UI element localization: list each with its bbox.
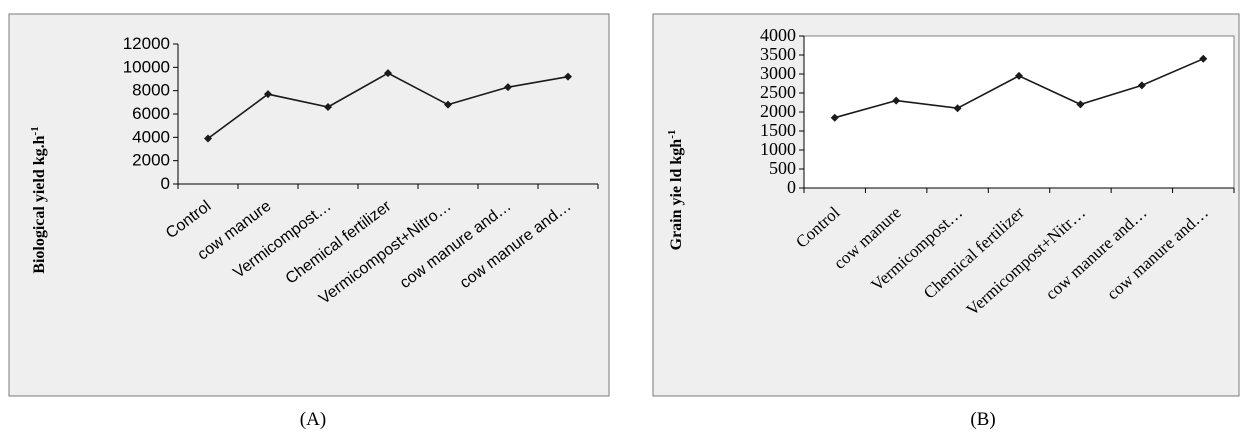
- chart-a-data-point: [384, 69, 392, 78]
- chart-b-data-point: [830, 113, 839, 122]
- chart-b-plot-area: [803, 35, 1235, 189]
- chart-a-data-point: [444, 100, 452, 109]
- chart-b-ytick-label: 500: [769, 158, 796, 178]
- chart-b-data-point: [1076, 100, 1085, 109]
- chart-b-ytick-label: 2000: [760, 101, 796, 121]
- chart-a-ytick-label: 10000: [123, 57, 170, 76]
- chart-a-data-point: [324, 103, 332, 111]
- chart-b-data-point: [1137, 81, 1146, 90]
- chart-a-data-point: [504, 83, 512, 92]
- chart-a-ytick-label: 12000: [123, 34, 170, 53]
- chart-a-data-point: [264, 90, 272, 99]
- chart-a-caption: (A): [300, 409, 326, 430]
- chart-a-data-point: [564, 72, 572, 81]
- chart-a-data-point: [204, 134, 212, 143]
- chart-a-ytick-label: 8000: [132, 81, 170, 100]
- chart-a-ytick-label: 4000: [132, 127, 170, 146]
- chart-b-ytick-label: 2500: [760, 82, 796, 102]
- chart-a-ytick-label: 6000: [132, 104, 170, 123]
- chart-b-ytick-label: 3500: [760, 44, 796, 64]
- chart-panel-b: 0 500 1000 1500 2000 2500 3000 3500 4000 Control c…: [645, 0, 1247, 435]
- chart-b-svg: 05001000150020002500300035004000Controlc…: [652, 13, 1240, 430]
- chart-b-ytick-label: 1500: [760, 120, 796, 140]
- chart-b-ytick-label: 4000: [760, 25, 796, 45]
- chart-b-caption: (B): [970, 409, 995, 430]
- chart-b-data-point: [1015, 71, 1023, 80]
- chart-b-ytick-label: 0: [787, 177, 796, 197]
- chart-a-ylabel: Biological yield kg.h-1: [29, 126, 48, 273]
- chart-a-frame: [8, 13, 610, 397]
- chart-b-data-point: [892, 96, 901, 105]
- chart-a-ytick-label: 2000: [132, 151, 170, 170]
- chart-b-ytick-label: 1000: [760, 139, 796, 159]
- chart-b-ytick-label: 3000: [760, 63, 796, 83]
- chart-panel-a: 0 2000 4000 6000 8000 10000 12000 Control cow ma…: [0, 0, 620, 435]
- chart-b-data-point: [1199, 54, 1208, 63]
- chart-a-ytick-label: 0: [161, 174, 170, 193]
- chart-b-ylabel: Grain yie ld kgh-1: [666, 130, 685, 251]
- chart-b-data-point: [953, 104, 962, 113]
